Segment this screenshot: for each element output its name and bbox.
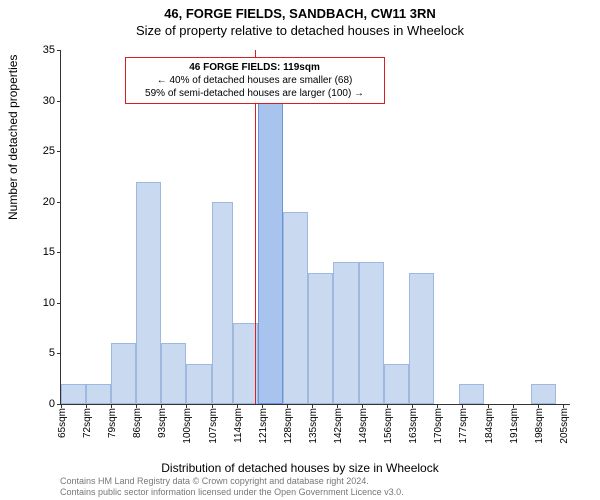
xtick-label: 65sqm [57, 408, 68, 438]
histogram-bar [111, 343, 136, 404]
chart-subtitle: Size of property relative to detached ho… [0, 21, 600, 38]
histogram-bar [359, 262, 384, 404]
plot-area: 0510152025303565sqm72sqm79sqm86sqm93sqm1… [60, 50, 570, 405]
attribution-line: Contains HM Land Registry data © Crown c… [60, 476, 404, 487]
xtick-label: 184sqm [484, 408, 495, 444]
attribution-text: Contains HM Land Registry data © Crown c… [60, 476, 404, 498]
ytick-label: 25 [43, 145, 61, 157]
histogram-bar [459, 384, 484, 404]
histogram-bar [136, 182, 161, 405]
xtick-label: 156sqm [383, 408, 394, 444]
histogram-bar [61, 384, 86, 404]
ytick-label: 30 [43, 95, 61, 107]
histogram-bar [161, 343, 186, 404]
annotation-box: 46 FORGE FIELDS: 119sqm← 40% of detached… [125, 57, 385, 104]
xtick-label: 79sqm [107, 408, 118, 438]
xtick-label: 93sqm [157, 408, 168, 438]
histogram-bar [258, 90, 283, 404]
xtick-label: 198sqm [534, 408, 545, 444]
annotation-line: 59% of semi-detached houses are larger (… [132, 87, 378, 100]
x-axis-label: Distribution of detached houses by size … [0, 461, 600, 475]
xtick-label: 163sqm [408, 408, 419, 444]
histogram-bar [186, 364, 211, 404]
xtick-label: 135sqm [308, 408, 319, 444]
xtick-label: 170sqm [433, 408, 444, 444]
histogram-bar [283, 212, 308, 404]
xtick-label: 191sqm [509, 408, 520, 444]
chart-container: 46, FORGE FIELDS, SANDBACH, CW11 3RN Siz… [0, 0, 600, 500]
histogram-bar [86, 384, 111, 404]
xtick-label: 149sqm [358, 408, 369, 444]
annotation-line: 46 FORGE FIELDS: 119sqm [132, 61, 378, 74]
histogram-bar [212, 202, 234, 404]
xtick-label: 142sqm [333, 408, 344, 444]
ytick-label: 5 [49, 347, 61, 359]
ytick-label: 10 [43, 297, 61, 309]
xtick-label: 107sqm [208, 408, 219, 444]
xtick-label: 177sqm [458, 408, 469, 444]
ytick-label: 15 [43, 246, 61, 258]
xtick-label: 128sqm [283, 408, 294, 444]
xtick-label: 121sqm [258, 408, 269, 444]
ytick-label: 20 [43, 196, 61, 208]
histogram-bar [531, 384, 556, 404]
histogram-bar [409, 273, 434, 404]
annotation-line: ← 40% of detached houses are smaller (68… [132, 74, 378, 87]
y-axis-label: Number of detached properties [6, 55, 20, 220]
xtick-label: 205sqm [559, 408, 570, 444]
xtick-label: 114sqm [233, 408, 244, 443]
attribution-line: Contains public sector information licen… [60, 487, 404, 498]
histogram-bar [333, 262, 358, 404]
chart-title: 46, FORGE FIELDS, SANDBACH, CW11 3RN [0, 0, 600, 21]
xtick-label: 72sqm [82, 408, 93, 438]
xtick-label: 100sqm [182, 408, 193, 444]
ytick-label: 35 [43, 44, 61, 56]
xtick-label: 86sqm [132, 408, 143, 438]
histogram-bar [384, 364, 409, 404]
histogram-bar [308, 273, 333, 404]
